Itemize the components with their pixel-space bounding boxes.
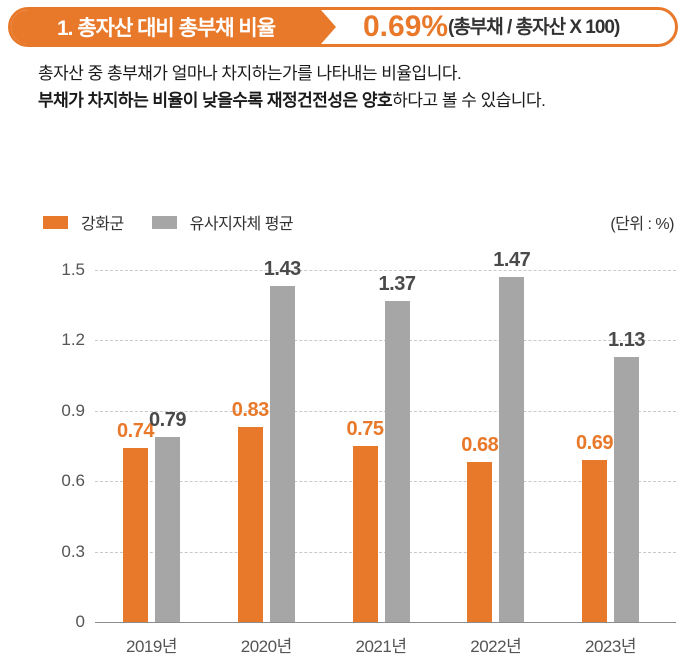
bar-value-label: 0.74 [117,420,154,443]
legend-swatch-similar-avg [151,215,177,229]
x-axis-category-label: 2019년 [126,637,177,656]
x-axis-category-label: 2022년 [470,637,522,656]
bar-value-label: 0.83 [231,399,269,422]
x-axis-category-label: 2020년 [240,637,292,656]
bar-value-label: 1.47 [493,249,531,272]
bar-value-label: 1.13 [608,328,645,351]
y-axis-tick-label: 0.9 [61,400,85,420]
bar-ganghwagun [123,448,148,622]
x-axis-line [95,622,676,623]
page-title: 1. 총자산 대비 총부채 비율 [56,17,276,40]
x-axis-category-label: 2023년 [585,637,636,656]
bar-value-label: 0.68 [461,434,499,457]
bar-value-label: 0.79 [149,408,186,431]
y-axis-tick-label: 0.6 [61,471,85,491]
header-formula: (총부채 / 총자산 X 100) [448,17,620,38]
description-line2-bold: 부채가 차지하는 비율이 낮을수록 재정건전성은 양호 [38,91,393,110]
legend-item-similar-avg: 유사지자체 평균 [151,210,294,234]
bar-similar-avg [499,277,525,622]
bar-value-label: 1.43 [263,258,301,281]
y-axis-tick-label: 1.2 [61,330,85,350]
legend-label-ganghwagun: 강화군 [81,216,124,233]
bar-value-label: 0.75 [346,418,384,440]
legend-label-similar-avg: 유사지자체 평균 [189,216,294,233]
header-title-ribbon: 1. 총자산 대비 총부채 비율 [11,10,336,44]
bar-similar-avg [155,436,180,622]
bar-value-label: 0.69 [576,432,613,455]
bar-ganghwagun [467,462,493,622]
bar-similar-avg [384,300,410,622]
x-axis-category-label: 2021년 [355,637,407,656]
header: 1. 총자산 대비 총부채 비율 0.69% (총부채 / 총자산 X 100) [8,7,678,47]
bar-value-label: 1.37 [378,272,416,295]
description-line2-rest: 하다고 볼 수 있습니다. [392,91,546,110]
description-line2: 부채가 차지하는 비율이 낮을수록 재정건전성은 양호하다고 볼 수 있습니다. [38,87,658,114]
bar-ganghwagun [582,460,607,622]
header-ratio-value: 0.69% [363,10,449,43]
bar-ganghwagun [237,427,263,622]
y-axis-tick-label: 0 [75,612,85,631]
bar-similar-avg [269,286,295,622]
chart-legend: 강화군 유사지자체 평균 [43,210,321,234]
description: 총자산 중 총부채가 얼마나 차지하는가를 나타내는 비율입니다. 부채가 차지… [38,60,658,114]
gridline [95,270,676,271]
y-axis-tick-label: 1.5 [61,260,85,279]
y-axis-tick-label: 0.3 [61,541,85,561]
bar-similar-avg [614,356,639,622]
description-line1: 총자산 중 총부채가 얼마나 차지하는가를 나타내는 비율입니다. [38,64,462,83]
legend-item-ganghwagun: 강화군 [43,210,124,234]
legend-swatch-ganghwagun [43,215,68,229]
unit-label: (단위 : %) [610,216,674,233]
bar-ganghwagun [352,446,378,622]
